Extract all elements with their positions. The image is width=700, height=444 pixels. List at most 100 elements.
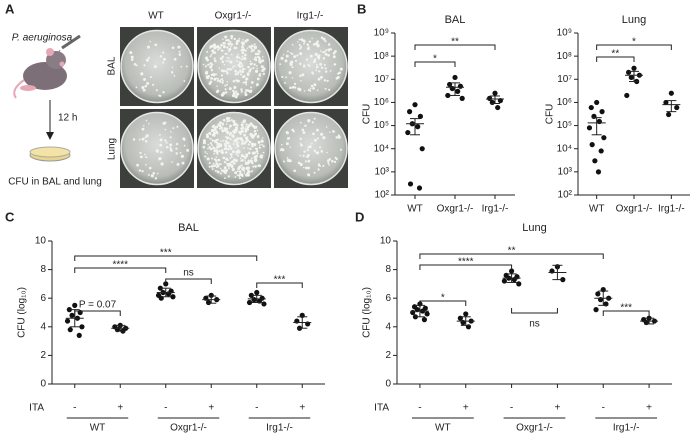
colony	[141, 169, 144, 173]
data-point	[459, 95, 465, 101]
colony	[262, 151, 265, 154]
colony	[244, 162, 248, 166]
colony	[225, 157, 229, 161]
colony	[314, 42, 319, 46]
colony	[215, 159, 218, 163]
colony	[183, 80, 186, 82]
colony	[252, 134, 256, 138]
colony	[316, 128, 319, 132]
colony	[238, 176, 241, 180]
data-point	[593, 307, 599, 313]
colony	[222, 156, 226, 160]
colony	[241, 45, 244, 49]
colony	[182, 137, 186, 141]
colony	[251, 44, 254, 47]
y-tick-label: 6	[385, 293, 391, 304]
colony	[162, 61, 165, 64]
data-point	[455, 88, 461, 94]
data-point	[64, 318, 71, 324]
colony	[223, 166, 227, 170]
colony	[144, 84, 148, 88]
colony	[258, 146, 261, 149]
y-axis-label: CFU (log₁₀)	[17, 287, 28, 338]
colony	[231, 150, 235, 154]
colony	[225, 135, 227, 138]
colony	[293, 55, 297, 59]
colony	[230, 37, 233, 40]
colony	[262, 72, 265, 76]
colony	[210, 144, 213, 147]
colony	[291, 66, 294, 69]
colony	[143, 124, 145, 127]
colony	[223, 142, 226, 145]
colony	[215, 138, 218, 141]
colony	[313, 149, 317, 152]
colony	[204, 71, 209, 75]
colony	[212, 124, 216, 127]
colony	[215, 90, 219, 94]
colony	[144, 136, 147, 139]
colony	[247, 147, 249, 149]
data-point	[457, 83, 463, 89]
chart-title: BAL	[445, 14, 466, 26]
colony	[159, 138, 163, 142]
colony	[339, 67, 343, 71]
colony	[226, 80, 228, 83]
colony	[221, 78, 224, 81]
data-point	[586, 125, 593, 131]
significance-bracket	[414, 61, 456, 67]
colony	[227, 42, 230, 46]
colony	[214, 129, 218, 132]
colony	[289, 86, 292, 90]
colony	[256, 152, 259, 155]
colony	[241, 67, 245, 71]
colony	[152, 172, 156, 175]
colony	[216, 170, 220, 174]
colony	[299, 52, 303, 56]
panel-label: A	[5, 1, 15, 16]
colony	[208, 131, 212, 135]
colony	[208, 161, 211, 165]
colony	[210, 73, 214, 77]
colony	[247, 65, 250, 69]
colony	[235, 153, 238, 156]
colony	[235, 90, 238, 93]
colony	[300, 79, 302, 82]
data-point	[417, 113, 423, 119]
colony	[233, 85, 237, 90]
colony	[240, 88, 243, 91]
significance-label: ***	[160, 248, 172, 259]
y-tick-label: 10⁴	[374, 143, 389, 154]
colony	[232, 91, 236, 95]
colony	[242, 48, 246, 52]
colony	[317, 164, 320, 167]
colony	[284, 59, 287, 62]
colony	[216, 166, 218, 169]
colony	[250, 47, 253, 50]
significance-label: ***	[620, 303, 632, 314]
colony	[303, 65, 306, 68]
colony	[237, 53, 239, 56]
colony	[227, 57, 230, 59]
chart-title: Lung	[622, 14, 646, 26]
group-label: WT	[435, 423, 451, 434]
colony	[235, 92, 240, 96]
colony	[235, 55, 239, 59]
plate-row-label: Lung	[107, 138, 118, 160]
group-label: WT	[90, 423, 106, 434]
colony	[286, 157, 289, 159]
colony	[280, 56, 284, 60]
colony	[229, 40, 232, 43]
colony	[261, 140, 264, 143]
colony	[337, 72, 340, 75]
colony	[226, 68, 230, 71]
colony	[260, 65, 264, 69]
data-point	[501, 278, 507, 284]
colony	[293, 82, 297, 86]
colony	[218, 46, 222, 50]
colony	[235, 39, 239, 43]
colony	[240, 58, 243, 61]
colony	[169, 136, 172, 139]
colony	[145, 58, 149, 62]
colony	[244, 93, 248, 97]
